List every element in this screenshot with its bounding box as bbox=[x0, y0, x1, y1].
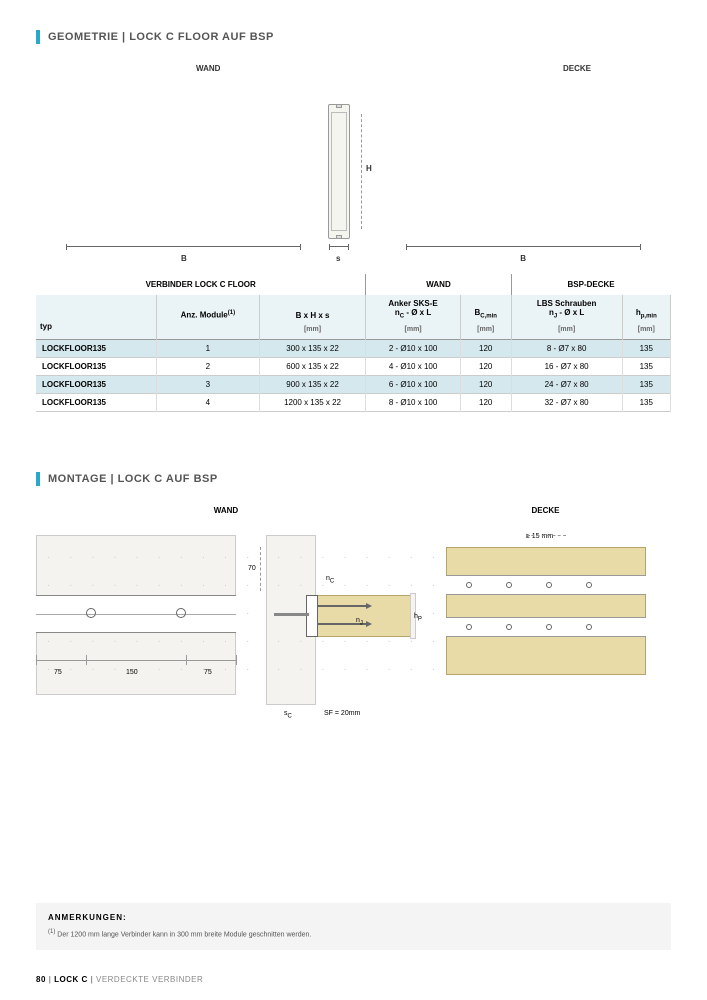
th-group1: VERBINDER LOCK C FLOOR bbox=[36, 274, 366, 295]
th-unit-empty bbox=[157, 324, 260, 340]
wand-front-view: 75 150 75 bbox=[36, 535, 236, 695]
montage-decke-title: DECKE bbox=[420, 506, 671, 515]
page-footer: 80 | LOCK C | VERDECKTE VERBINDER bbox=[36, 975, 203, 984]
montage-diagrams: 75 150 75 70 nC nJ bbox=[36, 535, 671, 715]
section2-header: MONTAGE | LOCK C AUF BSP bbox=[36, 472, 671, 486]
th-typ: typ bbox=[36, 295, 157, 339]
th-anker: Anker SKS-E nC - Ø x L bbox=[366, 295, 460, 324]
th-lbs: LBS Schrauben nJ - Ø x L bbox=[511, 295, 622, 324]
wand-side-view: 70 nC nJ hP sC SF = 20mm bbox=[266, 535, 416, 715]
th-group2: WAND bbox=[366, 274, 511, 295]
anchor-hole bbox=[176, 608, 186, 618]
th-hpmin: hp,min bbox=[622, 295, 670, 324]
section1-title: GEOMETRIE | LOCK C FLOOR AUF BSP bbox=[48, 31, 274, 43]
th-unit2: [mm] bbox=[366, 324, 460, 340]
anmerkungen-box: ANMERKUNGEN: (1) Der 1200 mm lange Verbi… bbox=[36, 903, 671, 950]
th-unit5: [mm] bbox=[622, 324, 670, 340]
s-bracket bbox=[329, 246, 349, 247]
section2-title: MONTAGE | LOCK C AUF BSP bbox=[48, 473, 218, 485]
b2-label: B bbox=[520, 254, 526, 263]
screw bbox=[318, 605, 368, 607]
th-anz: Anz. Module(1) bbox=[157, 295, 260, 324]
label-nj: nJ bbox=[356, 617, 363, 626]
table-row: LOCKFLOOR135 3 900 x 135 x 22 6 - Ø10 x … bbox=[36, 375, 671, 393]
label-hp: hP bbox=[414, 613, 422, 622]
label-sc: sC bbox=[284, 710, 292, 719]
decke-view: ≥ 15 mm bbox=[446, 535, 646, 675]
anmerkungen-note: (1) Der 1200 mm lange Verbinder kann in … bbox=[48, 928, 659, 940]
s-label: s bbox=[336, 254, 340, 263]
table-row: LOCKFLOOR135 4 1200 x 135 x 22 8 - Ø10 x… bbox=[36, 393, 671, 411]
b2-bracket bbox=[406, 246, 641, 247]
geo-wand-label: WAND bbox=[196, 64, 220, 73]
dim-75b: 75 bbox=[204, 669, 212, 676]
h-dimension-line bbox=[361, 114, 362, 229]
geometrie-diagram: WAND DECKE H B s B bbox=[36, 64, 671, 264]
th-unit1: [mm] bbox=[259, 324, 366, 340]
spec-table: VERBINDER LOCK C FLOOR WAND BSP-DECKE ty… bbox=[36, 274, 671, 412]
table-row: LOCKFLOOR135 2 600 x 135 x 22 4 - Ø10 x … bbox=[36, 357, 671, 375]
h-label: H bbox=[366, 164, 372, 173]
table-body: LOCKFLOOR135 1 300 x 135 x 22 2 - Ø10 x … bbox=[36, 339, 671, 411]
dim-70: 70 bbox=[248, 565, 256, 572]
label-nc: nC bbox=[326, 575, 334, 584]
anmerkungen-title: ANMERKUNGEN: bbox=[48, 913, 659, 922]
geo-decke-label: DECKE bbox=[563, 64, 591, 73]
footer-p2: VERDECKTE VERBINDER bbox=[96, 975, 203, 984]
th-unit3: [mm] bbox=[460, 324, 511, 340]
anchor-hole bbox=[86, 608, 96, 618]
th-bcmin: BC,min bbox=[460, 295, 511, 324]
footer-p1: LOCK C bbox=[54, 975, 88, 984]
th-bxhxs: B x H x s bbox=[259, 295, 366, 324]
anchor bbox=[274, 613, 309, 616]
b1-bracket bbox=[66, 246, 301, 247]
page: GEOMETRIE | LOCK C FLOOR AUF BSP WAND DE… bbox=[0, 0, 707, 1000]
connector-profile bbox=[328, 104, 350, 239]
section-marker bbox=[36, 472, 40, 486]
section-marker bbox=[36, 30, 40, 44]
b1-label: B bbox=[181, 254, 187, 263]
dim-150: 150 bbox=[126, 669, 138, 676]
label-sf: SF = 20mm bbox=[324, 710, 360, 717]
page-number: 80 bbox=[36, 975, 46, 984]
montage-section: MONTAGE | LOCK C AUF BSP WAND DECKE 75 1… bbox=[36, 472, 671, 715]
dim-75a: 75 bbox=[54, 669, 62, 676]
montage-wand-title: WAND bbox=[36, 506, 416, 515]
th-group3: BSP-DECKE bbox=[511, 274, 670, 295]
montage-titles: WAND DECKE bbox=[36, 506, 671, 525]
th-unit4: [mm] bbox=[511, 324, 622, 340]
table-row: LOCKFLOOR135 1 300 x 135 x 22 2 - Ø10 x … bbox=[36, 339, 671, 357]
section1-header: GEOMETRIE | LOCK C FLOOR AUF BSP bbox=[36, 30, 671, 44]
